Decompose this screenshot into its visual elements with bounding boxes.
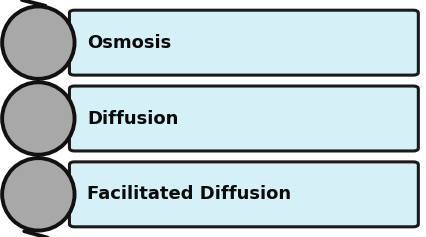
Text: Osmosis: Osmosis <box>87 34 172 52</box>
Text: Diffusion: Diffusion <box>87 109 178 128</box>
FancyBboxPatch shape <box>69 10 418 75</box>
Ellipse shape <box>2 6 75 79</box>
Ellipse shape <box>2 82 75 155</box>
Ellipse shape <box>2 158 75 231</box>
FancyBboxPatch shape <box>69 162 418 227</box>
Text: Facilitated Diffusion: Facilitated Diffusion <box>87 185 291 203</box>
FancyBboxPatch shape <box>69 86 418 151</box>
